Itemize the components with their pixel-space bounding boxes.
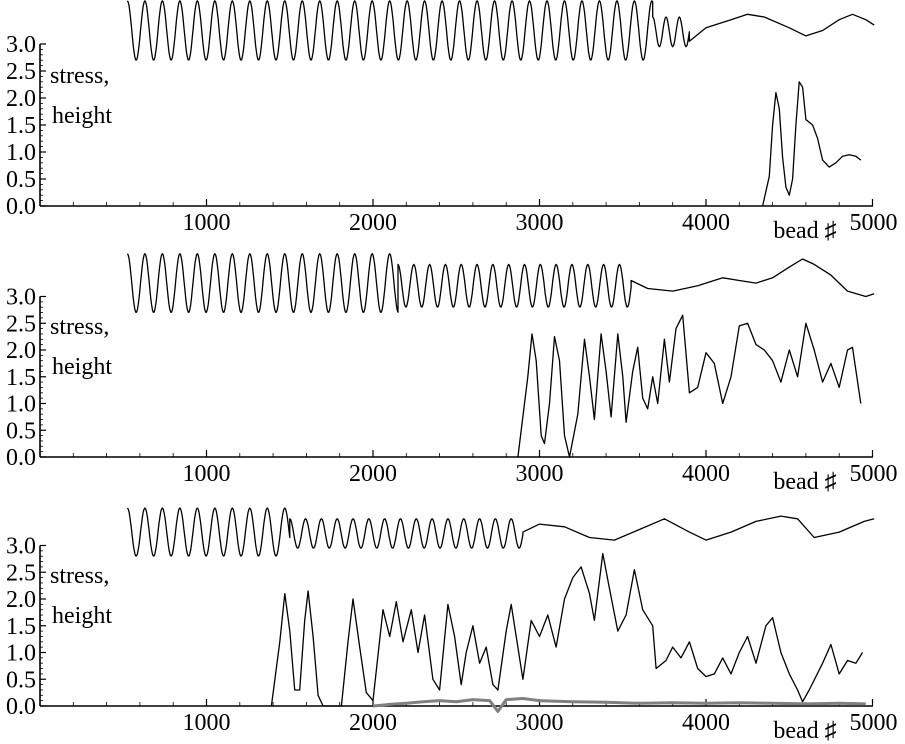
series-line-1 — [126, 0, 875, 61]
x-tick-label: 5000 — [850, 210, 898, 236]
y-tick-label: 0.0 — [6, 194, 36, 220]
y-tick-label: 2.5 — [6, 560, 36, 586]
y-tick-label: 1.5 — [6, 113, 36, 139]
y-tick-label: 0.5 — [6, 667, 36, 693]
y-tick-label: 3.0 — [6, 32, 36, 58]
y-axis-label: stress, — [50, 563, 109, 589]
y-tick-label: 3.0 — [6, 534, 36, 560]
x-axis-label: bead ♯ — [773, 218, 836, 244]
x-tick-label: 2000 — [349, 710, 397, 736]
x-tick-label: 5000 — [850, 461, 898, 487]
x-tick-label: 4000 — [682, 461, 730, 487]
y-tick-label: 2.0 — [6, 86, 36, 112]
y-axis-label: stress, — [50, 63, 109, 89]
panel-3: 0.00.51.01.52.02.53.0 1000 2000 3000 4000 500… — [6, 507, 898, 744]
x-tick-label: 1000 — [183, 710, 231, 736]
x-tick-label: 1000 — [183, 210, 231, 236]
x-axis-label: bead ♯ — [773, 718, 836, 744]
y-tick-label: 1.0 — [6, 140, 36, 166]
y-tick-label: 2.5 — [6, 59, 36, 85]
panel-2: 0.00.51.01.52.02.53.0 1000 2000 3000 4000 500… — [6, 253, 898, 495]
y-tick-label: 1.5 — [6, 614, 36, 640]
x-tick-label: 5000 — [850, 710, 898, 736]
y-tick-label: 1.5 — [6, 365, 36, 391]
series-line-2 — [517, 314, 862, 458]
y-tick-label: 1.0 — [6, 392, 36, 418]
series-line-2 — [761, 81, 862, 207]
x-tick-label: 1000 — [183, 461, 231, 487]
y-tick-label: 0.5 — [6, 418, 36, 444]
y-tick-label: 2.0 — [6, 338, 36, 364]
y-tick-label: 1.0 — [6, 641, 36, 667]
x-tick-label: 3000 — [516, 210, 564, 236]
x-tick-label: 4000 — [682, 710, 730, 736]
series-line-2 — [270, 552, 864, 707]
x-tick-label: 2000 — [349, 210, 397, 236]
series-line-1 — [126, 507, 875, 557]
x-tick-label: 3000 — [516, 461, 564, 487]
y-axis-label: height — [52, 354, 112, 380]
y-tick-label: 0.5 — [6, 167, 36, 193]
x-axis-label: bead ♯ — [773, 469, 836, 495]
y-tick-label: 2.0 — [6, 587, 36, 613]
y-axis-label: height — [52, 103, 112, 129]
y-tick-label: 0.0 — [6, 445, 36, 471]
y-tick-label: 3.0 — [6, 285, 36, 311]
x-tick-label: 2000 — [349, 461, 397, 487]
series-line-1 — [126, 253, 875, 313]
x-tick-label: 3000 — [516, 710, 564, 736]
y-axis-label: height — [52, 603, 112, 629]
x-tick-label: 4000 — [682, 210, 730, 236]
series-line-3 — [372, 697, 866, 713]
panel-1: 0.00.51.01.52.02.53.0 1000 2000 3000 4000 500… — [6, 0, 898, 244]
y-tick-label: 0.0 — [6, 694, 36, 720]
y-tick-label: 2.5 — [6, 311, 36, 337]
y-axis-label: stress, — [50, 314, 109, 340]
